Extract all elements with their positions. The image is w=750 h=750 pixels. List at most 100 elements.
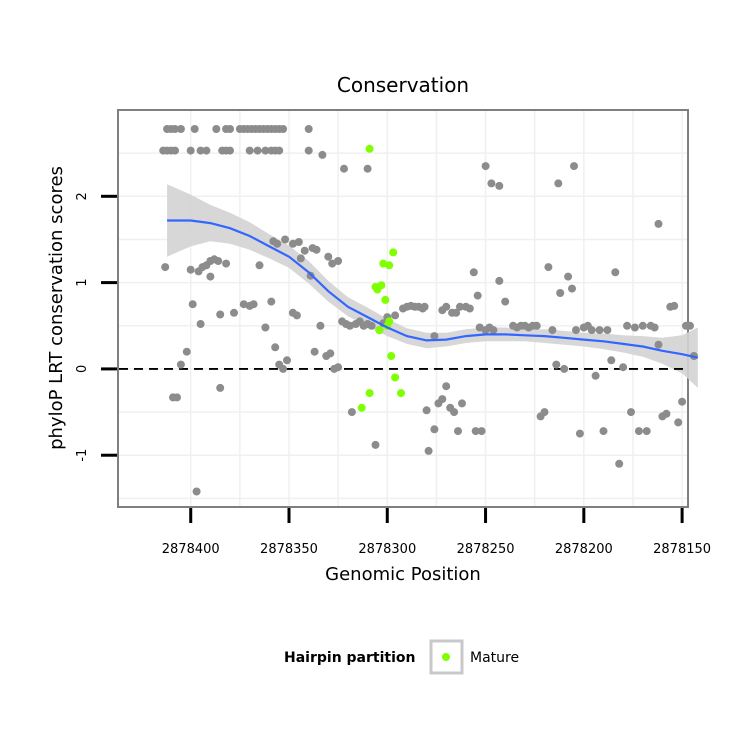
other-point [283, 356, 291, 365]
other-point [424, 446, 433, 455]
other-point [473, 291, 482, 300]
other-point [495, 181, 504, 190]
other-point [595, 326, 604, 335]
other-point [316, 321, 325, 330]
other-point [182, 347, 191, 356]
other-point [532, 321, 541, 330]
other-point [173, 393, 181, 402]
x-tick-label: 2878350 [260, 542, 318, 557]
other-point [296, 254, 305, 263]
other-point [623, 321, 632, 330]
other-point [275, 146, 284, 155]
other-point [334, 257, 343, 265]
other-point [186, 265, 195, 274]
other-point [599, 427, 608, 436]
other-point [281, 235, 290, 244]
other-point [226, 125, 234, 133]
grid-lines [119, 111, 687, 506]
smooth-line-path [167, 219, 699, 359]
other-point [540, 408, 549, 417]
other-point [230, 308, 238, 317]
legend-label-mature: Mature [470, 650, 519, 666]
y-tick-label: -1 [75, 449, 90, 462]
other-point [552, 360, 561, 369]
other-point [391, 311, 400, 320]
other-point [430, 332, 439, 341]
x-axis-label: Genomic Position [325, 564, 481, 585]
other-point [442, 382, 451, 391]
other-point [572, 326, 580, 335]
y-axis: -1 0 1 2 [75, 192, 117, 462]
other-point [363, 164, 372, 173]
other-point [324, 252, 333, 261]
other-point [312, 245, 321, 254]
other-point [575, 429, 584, 438]
other-point [469, 268, 478, 277]
other-point [450, 408, 459, 417]
other-point [267, 297, 276, 306]
other-point [477, 427, 486, 436]
other-point [279, 364, 288, 373]
other-point [465, 304, 474, 313]
mature-point [385, 317, 394, 326]
mature-point [365, 389, 374, 398]
other-point [570, 162, 578, 171]
other-point [176, 360, 185, 369]
mature-point [365, 144, 374, 153]
other-point [670, 301, 679, 310]
other-point [430, 425, 439, 434]
other-point [452, 308, 461, 317]
mature-point [389, 248, 398, 257]
other-point [214, 257, 223, 265]
other-point [292, 311, 301, 320]
other-point [249, 300, 258, 309]
other-point [615, 459, 624, 468]
mature-point [397, 389, 405, 398]
other-point [495, 276, 504, 285]
other-point [176, 125, 185, 133]
other-point [654, 340, 663, 349]
other-point [188, 300, 197, 309]
other-point [326, 349, 335, 358]
other-point [627, 408, 635, 417]
other-point [554, 179, 563, 188]
other-point [261, 146, 270, 155]
other-point [334, 363, 343, 372]
legend-title: Hairpin partition [284, 650, 415, 666]
other-point [678, 397, 687, 406]
other-point [347, 408, 356, 417]
other-point [294, 238, 303, 246]
other-point [487, 179, 496, 188]
other-point [202, 146, 211, 155]
other-point [300, 246, 309, 255]
mature-point [375, 326, 384, 335]
other-point [611, 268, 620, 277]
smooth-line [167, 219, 699, 359]
other-point [634, 427, 643, 436]
y-tick-label: 1 [75, 278, 90, 286]
other-point [475, 323, 484, 332]
other-point [662, 409, 671, 418]
other-point [196, 320, 205, 328]
other-point [226, 146, 234, 155]
other-point [471, 427, 480, 436]
y-axis-label: phyloP LRT conservation scores [46, 166, 67, 450]
other-point [190, 125, 199, 133]
mature-point [371, 282, 380, 291]
other-point [544, 263, 553, 272]
x-axis: 2878400 2878350 2878300 2878250 2878200 28781… [162, 508, 711, 557]
other-point [422, 406, 431, 415]
other-point [261, 323, 270, 332]
data-points [159, 125, 698, 496]
legend: Hairpin partition Mature [284, 639, 519, 675]
x-tick-label: 2878400 [162, 542, 220, 557]
other-point [458, 399, 466, 408]
other-point [556, 289, 565, 297]
other-point [489, 326, 498, 335]
other-point [371, 440, 380, 449]
mature-point [381, 295, 390, 304]
other-point [654, 219, 663, 228]
other-point [310, 347, 319, 356]
other-point [591, 371, 600, 380]
